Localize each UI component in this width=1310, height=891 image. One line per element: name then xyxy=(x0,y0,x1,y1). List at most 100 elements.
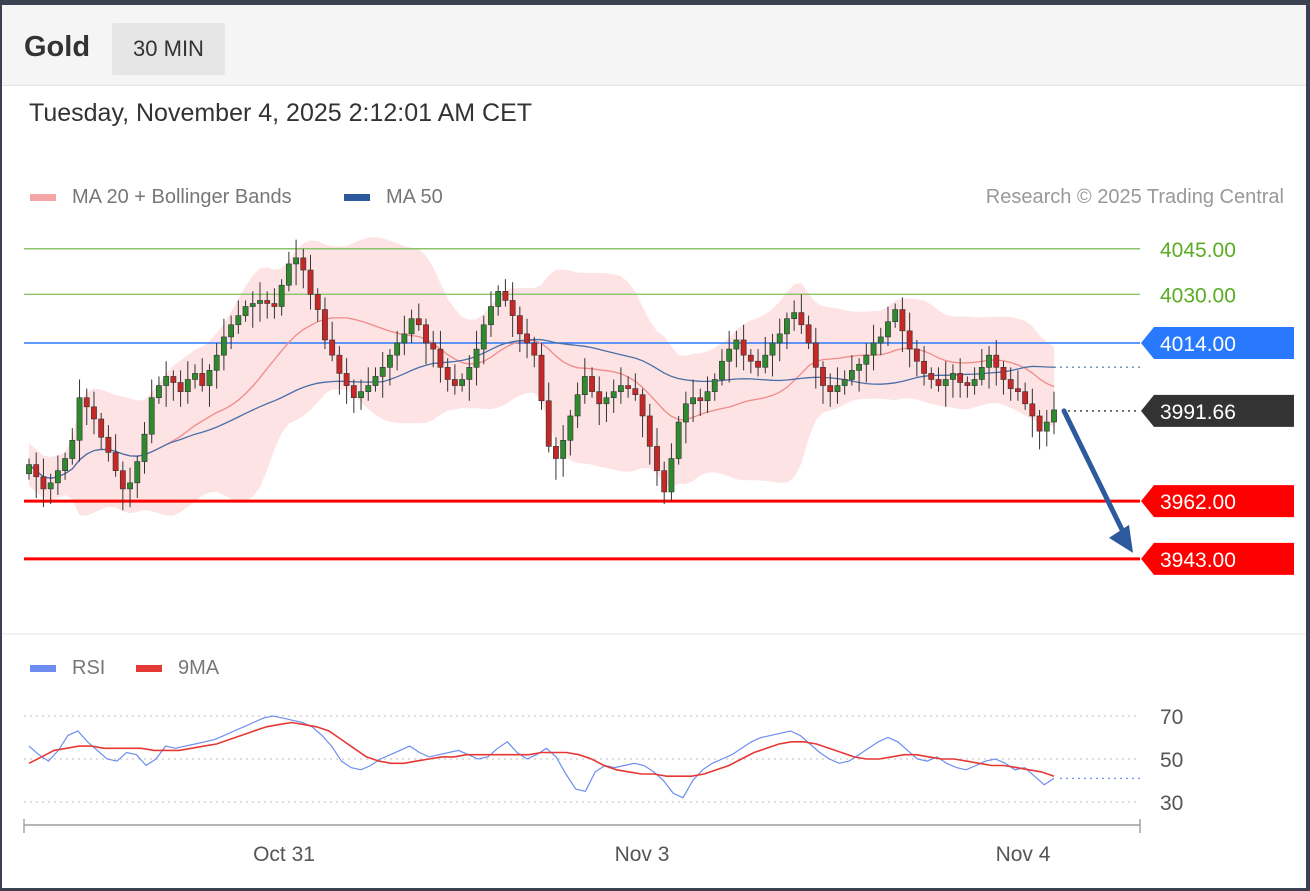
candle-body xyxy=(668,458,675,493)
candle-body xyxy=(358,391,364,399)
candle-body xyxy=(950,373,956,380)
candle-body xyxy=(177,382,184,392)
candle-body xyxy=(235,315,242,326)
candle-body xyxy=(285,263,292,286)
candle-body xyxy=(293,257,299,265)
candle-body xyxy=(545,400,552,447)
candle-body xyxy=(343,373,350,386)
level-tag-bg xyxy=(1141,542,1294,575)
candle-body xyxy=(40,476,47,490)
candle-body xyxy=(921,360,927,374)
candle-body xyxy=(574,394,581,417)
x-tick-label: Oct 31 xyxy=(253,843,315,866)
candle-body xyxy=(769,342,776,356)
candle-body xyxy=(1051,409,1057,423)
candle-body xyxy=(560,439,567,459)
candle-body xyxy=(47,482,54,490)
candle-body xyxy=(372,376,379,386)
level-tag-support: 3962.00 xyxy=(1141,485,1294,518)
candle-body xyxy=(408,318,415,335)
chart-header: Gold 30 MIN xyxy=(2,5,1306,86)
chart-frame: Gold 30 MIN Tuesday, November 4, 2025 2:… xyxy=(2,5,1306,888)
candle-body xyxy=(329,339,336,356)
candle-body xyxy=(466,367,473,380)
candle-body xyxy=(184,379,191,392)
rsi-tick-label: 70 xyxy=(1160,706,1183,729)
candle-body xyxy=(488,306,494,326)
candle-body xyxy=(1000,367,1007,380)
legend-ma20: MA 20 + Bollinger Bands xyxy=(30,186,292,209)
candle-body xyxy=(62,458,68,471)
candle-body xyxy=(740,339,747,356)
candle-body xyxy=(257,300,263,304)
candle-body xyxy=(459,379,465,386)
forecast-arrow-head xyxy=(1109,524,1133,553)
candle-body xyxy=(83,397,90,408)
candle-body xyxy=(690,397,696,405)
ma20-swatch-icon xyxy=(30,194,56,201)
candle-body xyxy=(228,324,235,338)
candle-body xyxy=(516,315,523,335)
candle-body xyxy=(365,385,372,392)
candle-body xyxy=(387,354,393,368)
candle-body xyxy=(307,269,314,295)
candle-body xyxy=(1015,388,1021,392)
candle-body xyxy=(322,309,328,341)
candle-body xyxy=(928,373,935,380)
candle-body xyxy=(509,300,516,316)
candle-body xyxy=(170,376,177,383)
ma50-swatch-icon xyxy=(344,194,370,201)
candle-body xyxy=(827,385,834,392)
candle-body xyxy=(1036,415,1043,432)
candle-body xyxy=(899,309,906,332)
candle-body xyxy=(336,354,343,374)
candle-body xyxy=(805,324,812,344)
candle-body xyxy=(646,415,653,447)
candle-body xyxy=(1029,403,1036,417)
candle-body xyxy=(957,373,964,383)
legend-rsi-label: RSI xyxy=(72,657,106,679)
candle-body xyxy=(495,291,502,307)
9ma-swatch-icon xyxy=(136,665,162,672)
candle-body xyxy=(112,452,119,471)
level-label: 4045.00 xyxy=(1160,239,1236,262)
candle-body xyxy=(603,397,610,405)
candle-body xyxy=(249,303,256,307)
candle-body xyxy=(379,367,386,377)
candle-body xyxy=(856,363,863,371)
rsi-swatch-icon xyxy=(30,665,56,672)
candle-body xyxy=(877,336,884,344)
candle-body xyxy=(300,257,307,271)
ma50-line xyxy=(28,338,1055,479)
candle-body xyxy=(141,433,148,462)
candle-body xyxy=(1043,421,1050,432)
candle-body xyxy=(661,470,668,493)
x-tick-label: Nov 3 xyxy=(615,843,670,866)
candle-body xyxy=(242,306,249,316)
level-tag-bg xyxy=(1141,394,1294,427)
candle-body xyxy=(54,470,61,484)
candle-body xyxy=(264,300,271,304)
candle-body xyxy=(98,418,105,438)
timeframe-button[interactable]: 30 MIN xyxy=(112,23,225,75)
candle-body xyxy=(704,391,711,402)
candle-body xyxy=(553,446,559,459)
candle-body xyxy=(892,309,899,323)
candle-body xyxy=(993,354,1000,368)
candle-body xyxy=(618,385,624,392)
candle-body xyxy=(401,333,408,344)
candle-body xyxy=(798,312,805,326)
candle-body xyxy=(192,373,198,380)
candle-body xyxy=(971,379,978,386)
candle-body xyxy=(711,379,718,392)
level-label: 3991.66 xyxy=(1160,401,1236,424)
candle-body xyxy=(863,354,870,365)
candle-body xyxy=(654,446,660,471)
rsi-line xyxy=(28,715,1055,799)
candle-body xyxy=(206,370,213,386)
candle-body xyxy=(726,348,733,362)
candle-body xyxy=(134,461,141,484)
candle-body xyxy=(567,415,574,441)
candle-body xyxy=(91,406,97,420)
level-label: 4030.00 xyxy=(1160,284,1236,307)
